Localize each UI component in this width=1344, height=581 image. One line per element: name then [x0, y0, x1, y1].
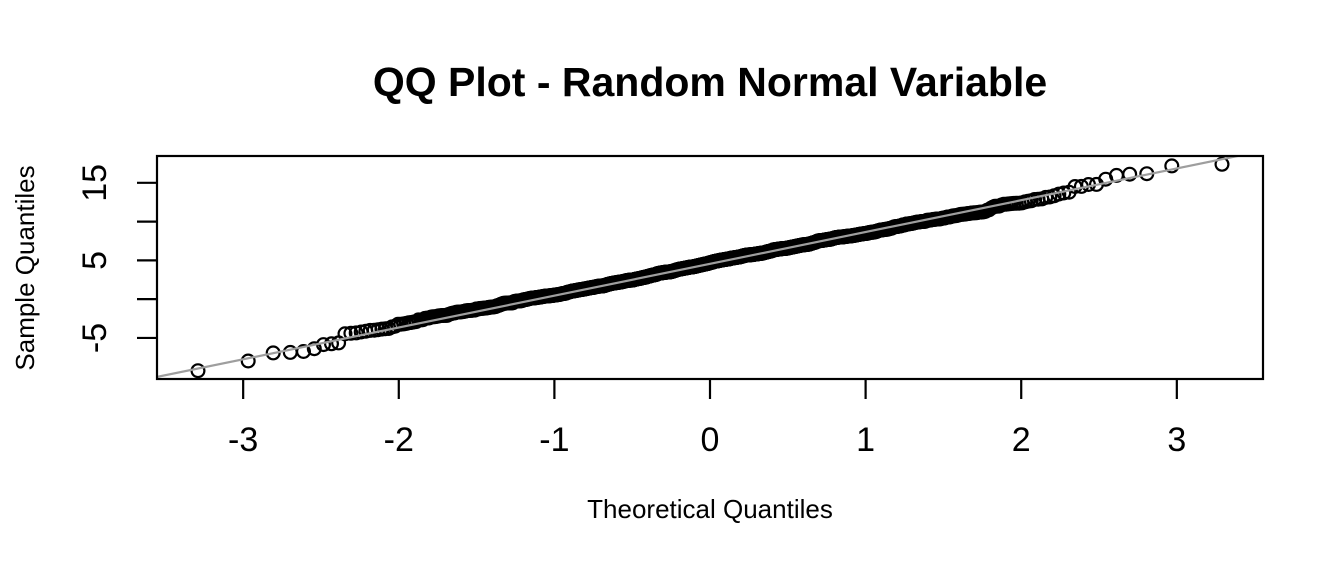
qq-point — [343, 325, 359, 341]
qq-point — [337, 326, 353, 342]
x-tick-label: 1 — [856, 421, 875, 459]
qq-point — [296, 344, 312, 360]
qq-point — [1164, 158, 1180, 174]
x-tick-label: -2 — [384, 421, 414, 459]
x-tick-label: 0 — [701, 421, 720, 459]
chart-title: QQ Plot - Random Normal Variable — [373, 59, 1047, 105]
qq-reference-line — [157, 156, 1244, 378]
x-tick-label: 2 — [1012, 421, 1031, 459]
x-tick-label: -1 — [539, 421, 569, 459]
qq-point — [1122, 166, 1138, 182]
qq-point — [190, 363, 206, 379]
qq-point — [324, 336, 340, 352]
y-tick-label: 15 — [76, 164, 114, 202]
y-axis-title: Sample Quantiles — [10, 165, 40, 370]
y-tick-label: -5 — [76, 323, 114, 353]
qq-point — [306, 341, 322, 357]
qq-point — [240, 353, 256, 369]
x-axis-title: Theoretical Quantiles — [587, 494, 833, 524]
y-tick-label: 5 — [76, 251, 114, 270]
qq-point — [1214, 156, 1230, 172]
x-tick-label: 3 — [1167, 421, 1186, 459]
x-tick-label: -3 — [228, 421, 258, 459]
plot-area: -3 -2 -1 0 1 2 3 -5 5 15 — [76, 154, 1265, 459]
